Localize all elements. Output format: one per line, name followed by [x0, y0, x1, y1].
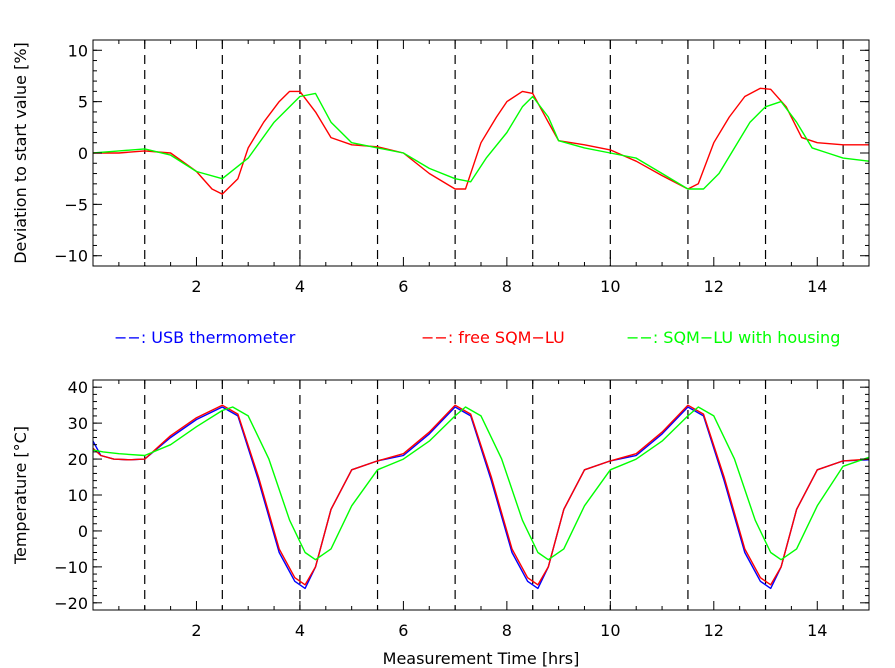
deviation-xtick-label: 2	[191, 277, 201, 296]
temperature-ytick-label: 0	[78, 522, 88, 541]
deviation-series-sqm-lu-with-housing	[92, 92, 870, 190]
temperature-ytick-label: 40	[68, 378, 88, 397]
legend-entry-sqm-lu-with-housing: −−: SQM−LU with housing	[626, 328, 840, 347]
deviation-series-free-sqm-lu	[93, 87, 869, 195]
temperature-panel: 2 4 6 8 10 12 14 −20 −10 0 10 20 30 40 Temperature [°…	[11, 378, 870, 668]
vertical-reference-lines	[144, 380, 844, 610]
temperature-ticks: 2 4 6 8 10 12 14 −20 −10 0 10 20 30 40	[54, 378, 870, 640]
deviation-ytick-label: 10	[68, 41, 88, 60]
deviation-xtick-label: 10	[600, 277, 620, 296]
temperature-xtick-label: 12	[704, 621, 724, 640]
deviation-plot-frame	[92, 39, 870, 267]
temperature-xtick-label: 14	[807, 621, 827, 640]
deviation-xtick-label: 14	[807, 277, 827, 296]
legend-entry-free-sqm-lu: −−: free SQM−LU	[421, 328, 565, 347]
temperature-xtick-label: 8	[502, 621, 512, 640]
deviation-ytick-label: 5	[78, 93, 88, 112]
temperature-xtick-label: 6	[398, 621, 408, 640]
deviation-ytick-label: −5	[64, 195, 88, 214]
legend-entry-usb-thermometer: −−: USB thermometer	[114, 328, 296, 347]
temperature-plot-frame	[92, 379, 870, 611]
temperature-ytick-label: −20	[54, 594, 88, 613]
deviation-xtick-label: 12	[704, 277, 724, 296]
deviation-xtick-label: 4	[295, 277, 305, 296]
deviation-ticks: 2 4 6 8 10 12 14 −10 −5 0 5 10	[54, 39, 870, 296]
vertical-reference-lines	[144, 40, 844, 266]
temperature-series-group	[92, 404, 870, 590]
deviation-series-group	[92, 87, 870, 195]
deviation-y-axis-label: Deviation to start value [%]	[11, 42, 30, 264]
deviation-panel: 2 4 6 8 10 12 14 −10 −5 0 5 10 Deviation to start v…	[11, 39, 870, 296]
temperature-ytick-label: 30	[68, 414, 88, 433]
temperature-xtick-label: 2	[191, 621, 201, 640]
temperature-y-axis-label: Temperature [°C]	[11, 426, 30, 565]
temperature-ytick-label: −10	[54, 558, 88, 577]
temperature-xtick-label: 4	[295, 621, 305, 640]
temperature-series-sqm-lu-with-housing	[92, 406, 870, 561]
deviation-ytick-label: 0	[78, 144, 88, 163]
temperature-series-free-sqm-lu	[92, 404, 870, 586]
temperature-ytick-label: 10	[68, 486, 88, 505]
temperature-series-usb-thermometer	[92, 406, 870, 590]
legend: −−: USB thermometer −−: free SQM−LU −−: …	[114, 328, 840, 347]
x-axis-label: Measurement Time [hrs]	[383, 649, 580, 668]
temperature-xtick-label: 10	[600, 621, 620, 640]
deviation-ytick-label: −10	[54, 247, 88, 266]
deviation-xtick-label: 6	[398, 277, 408, 296]
deviation-xtick-label: 8	[502, 277, 512, 296]
temperature-ytick-label: 20	[68, 450, 88, 469]
